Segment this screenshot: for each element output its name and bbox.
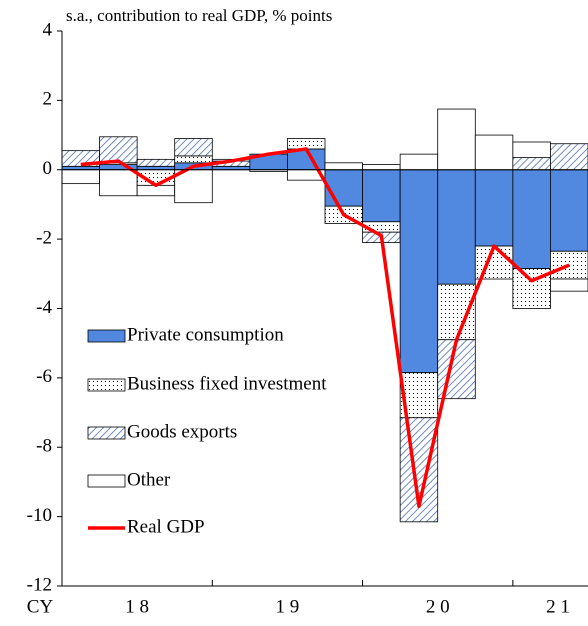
bar-segment xyxy=(324,169,363,207)
x-axis-label: 2 0 xyxy=(426,596,450,617)
y-tick-label: -10 xyxy=(27,505,52,526)
bar-segment xyxy=(550,278,588,292)
bar-segment xyxy=(174,138,213,157)
bar-segment xyxy=(512,169,551,270)
y-tick-label: 4 xyxy=(43,19,53,40)
chart-title: s.a., contribution to real GDP, % points xyxy=(66,6,332,25)
bar-segment xyxy=(61,169,100,185)
bar-segment xyxy=(512,141,551,159)
bar-segment xyxy=(437,108,476,171)
bar-segment xyxy=(136,165,176,171)
bar-segment xyxy=(550,169,588,252)
bar-segment xyxy=(399,153,439,171)
bar-segment xyxy=(211,165,251,171)
bar-segment xyxy=(474,169,514,247)
legend-swatch xyxy=(87,474,126,488)
bar-segment xyxy=(324,162,363,171)
y-tick-label: 0 xyxy=(43,158,53,179)
bar-segment xyxy=(362,164,401,171)
bar-segment xyxy=(136,158,176,167)
bar-segment xyxy=(99,136,138,164)
x-axis-label: 2 1 xyxy=(546,596,570,617)
x-axis-label: 1 9 xyxy=(276,596,300,617)
bar-segment xyxy=(61,165,100,171)
x-axis-label: CY xyxy=(27,596,54,617)
y-tick-label: -2 xyxy=(36,227,52,248)
legend-swatch xyxy=(87,329,126,343)
bar-segment xyxy=(437,283,476,341)
bar-segment xyxy=(512,268,551,309)
bar-segment xyxy=(174,155,213,164)
legend-swatch xyxy=(87,426,126,440)
bar-segment xyxy=(474,245,514,280)
bar-segment xyxy=(474,134,514,171)
legend-label: Private consumption xyxy=(127,324,284,345)
bar-segment xyxy=(437,339,476,400)
bar-segment xyxy=(399,169,439,374)
bar-segment xyxy=(550,143,588,171)
x-axis-label: 1 8 xyxy=(125,596,149,617)
y-tick-label: -6 xyxy=(36,366,52,387)
y-tick-label: -8 xyxy=(36,436,52,457)
bar-segment xyxy=(99,169,138,197)
y-tick-label: -12 xyxy=(27,574,52,595)
bar-segment xyxy=(437,169,476,285)
legend-swatch xyxy=(87,378,126,392)
legend-label: Other xyxy=(127,469,171,490)
bar-segment xyxy=(362,169,401,223)
legend-label: Real GDP xyxy=(127,516,205,537)
y-tick-label: 2 xyxy=(43,89,53,110)
real-gdp-line xyxy=(80,147,570,508)
legend-label: Business fixed investment xyxy=(127,373,327,394)
bar-segment xyxy=(512,157,551,171)
legend-label: Goods exports xyxy=(127,421,237,442)
y-tick-label: -4 xyxy=(36,297,52,318)
